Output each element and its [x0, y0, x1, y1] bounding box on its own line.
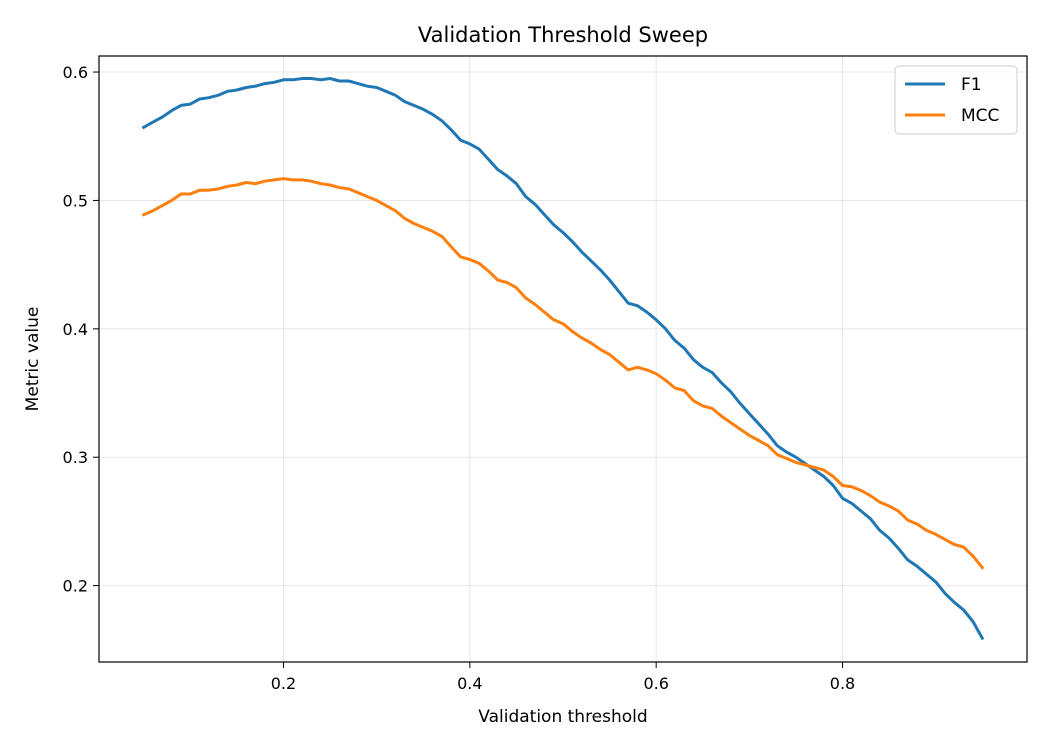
chart-title: Validation Threshold Sweep: [418, 23, 708, 47]
x-axis: 0.2 0.4 0.6 0.8: [271, 662, 855, 693]
legend-label-f1: F1: [961, 75, 982, 95]
y-tick-label: 0.6: [63, 63, 88, 82]
y-axis: 0.2 0.3 0.4 0.5 0.6: [63, 63, 99, 596]
x-tick-label: 0.8: [830, 674, 855, 693]
x-tick-label: 0.2: [271, 674, 296, 693]
y-tick-label: 0.2: [63, 577, 88, 596]
series-line-mcc: [141, 177, 985, 570]
y-tick-label: 0.4: [63, 320, 88, 339]
plot-area-frame: [98, 55, 1028, 663]
legend-label-mcc: MCC: [961, 106, 999, 126]
y-tick-label: 0.5: [63, 191, 88, 210]
series-layer: [141, 77, 985, 641]
series-line-f1: [141, 77, 985, 641]
y-tick-label: 0.3: [63, 448, 88, 467]
grid: [99, 56, 1027, 662]
legend: F1 MCC: [894, 65, 1018, 135]
x-tick-label: 0.4: [457, 674, 482, 693]
y-axis-label: Metric value: [23, 307, 43, 412]
x-tick-label: 0.6: [643, 674, 668, 693]
x-axis-label: Validation threshold: [478, 707, 647, 727]
